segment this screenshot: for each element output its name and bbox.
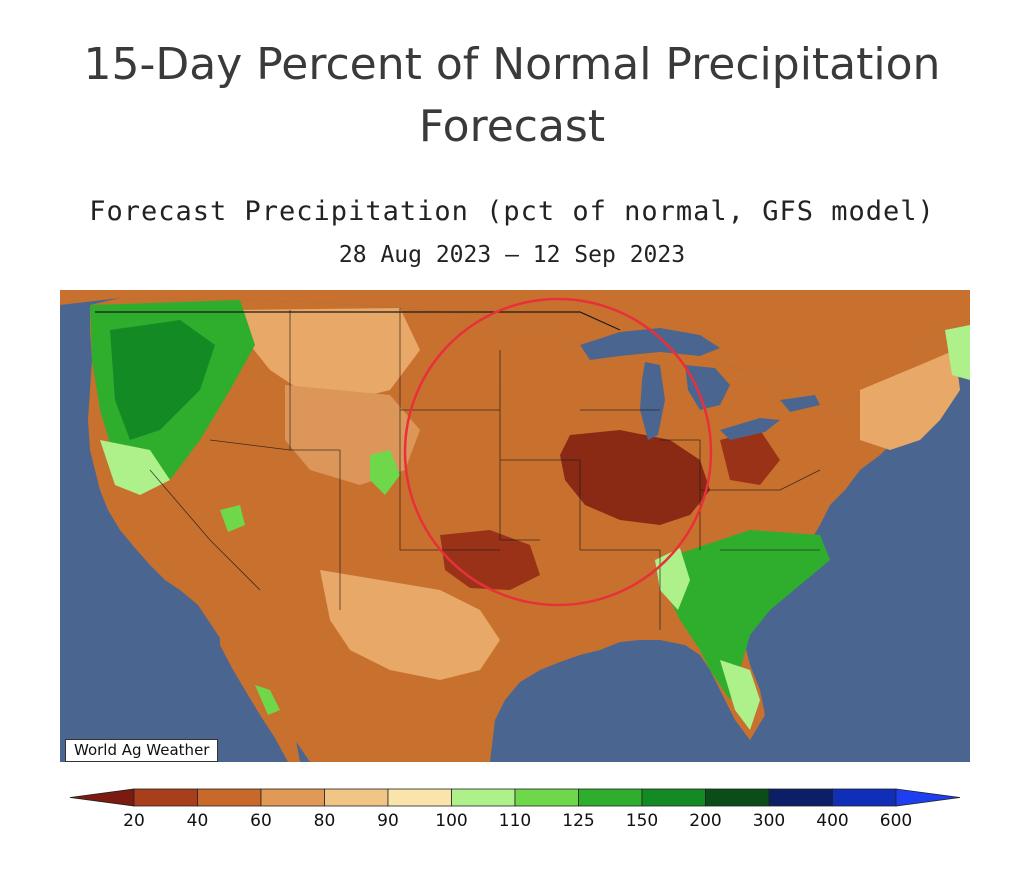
legend-tick-110: 110 xyxy=(499,811,531,831)
state-borders xyxy=(149,308,821,630)
legend-bin-1 xyxy=(133,788,198,807)
wet-colorado-spot xyxy=(370,450,400,495)
wet-pnw-light xyxy=(100,440,170,495)
legend-bin-5 xyxy=(387,788,452,807)
light-zone-south xyxy=(320,570,500,680)
wet-baja-spot xyxy=(255,685,280,715)
legend-bin-4 xyxy=(324,788,389,807)
map-date-range: 28 Aug 2023 – 12 Sep 2023 xyxy=(338,242,686,268)
legend-tick-60: 60 xyxy=(250,811,272,831)
wet-southeast xyxy=(665,530,830,700)
legend-tick-20: 20 xyxy=(123,811,145,831)
legend-tick-600: 600 xyxy=(880,811,912,831)
legend-bin-6 xyxy=(451,788,516,807)
highlight-circle xyxy=(403,297,713,607)
legend-bin-7 xyxy=(514,788,579,807)
us-canada-border xyxy=(95,311,621,331)
wet-florida xyxy=(720,660,760,730)
legend-tick-40: 40 xyxy=(187,811,209,831)
legend-bin-0 xyxy=(69,788,135,807)
lake-superior xyxy=(580,328,720,360)
legend-tick-200: 200 xyxy=(689,811,721,831)
canada-land xyxy=(60,290,970,410)
dry-core-michigan xyxy=(720,430,780,485)
watermark-label: World Ag Weather xyxy=(65,739,219,762)
light-zone-northeast xyxy=(860,350,960,450)
lake-erie xyxy=(720,418,780,440)
legend-bin-13 xyxy=(895,788,961,807)
legend-tick-150: 150 xyxy=(626,811,658,831)
page-title-line-1: 15-Day Percent of Normal Precipitation xyxy=(83,39,941,90)
wet-utah-spot xyxy=(220,505,245,532)
legend-tick-90: 90 xyxy=(377,811,399,831)
legend-tick-400: 400 xyxy=(816,811,848,831)
light-zone-west xyxy=(230,308,420,400)
lake-ontario xyxy=(780,395,820,412)
page-title: 15-Day Percent of Normal Precipitation F… xyxy=(0,34,1024,158)
page-title-line-2: Forecast xyxy=(418,101,606,152)
precipitation-map xyxy=(60,290,970,762)
legend-bin-8 xyxy=(578,788,643,807)
color-legend: 20 40 60 80 90 100 110 125 150 200 300 400 600 xyxy=(69,788,961,831)
wet-northeast-edge xyxy=(945,325,970,380)
legend-tick-100: 100 xyxy=(435,811,467,831)
legend-bin-2 xyxy=(197,788,262,807)
legend-tick-80: 80 xyxy=(314,811,336,831)
map-subtitle: Forecast Precipitation (pct of normal, G… xyxy=(89,196,935,227)
lake-huron xyxy=(685,365,730,410)
lake-michigan xyxy=(640,362,665,440)
dry-core-midwest xyxy=(560,430,710,525)
legend-bin-12 xyxy=(832,788,897,807)
legend-tick-125: 125 xyxy=(562,811,594,831)
wet-pnw-core xyxy=(110,320,215,440)
legend-tick-300: 300 xyxy=(753,811,785,831)
legend-bin-10 xyxy=(705,788,770,807)
legend-bin-9 xyxy=(641,788,706,807)
legend-bin-11 xyxy=(768,788,833,807)
legend-bin-3 xyxy=(260,788,325,807)
